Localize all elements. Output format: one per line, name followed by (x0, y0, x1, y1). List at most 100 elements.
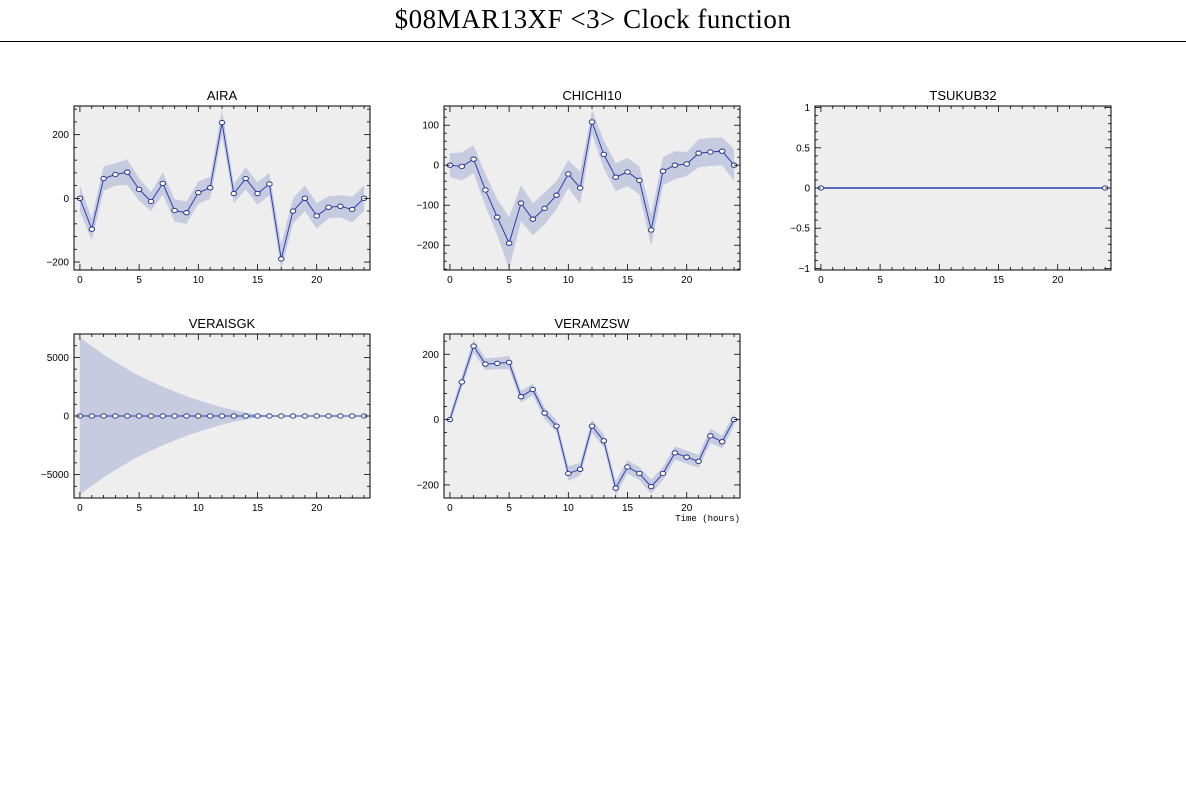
data-point (277, 413, 285, 419)
data-point (325, 413, 332, 419)
data-point (718, 148, 726, 154)
data-point (494, 214, 501, 220)
data-point (505, 359, 513, 366)
data-point (707, 433, 714, 439)
panel-title: VERAISGK (189, 316, 256, 331)
y-tick-label: 200 (52, 130, 69, 141)
data-point (576, 466, 584, 472)
data-point (183, 210, 190, 216)
data-point (112, 171, 119, 178)
y-tick-label: 200 (422, 350, 439, 361)
data-point (100, 175, 107, 182)
data-point (600, 438, 608, 444)
y-tick-label: 0.5 (796, 143, 810, 154)
x-tick-label: 5 (506, 275, 512, 286)
data-point (171, 207, 178, 214)
data-point (348, 413, 356, 419)
x-axis-label: Time (hours) (675, 514, 740, 524)
data-point (230, 190, 238, 197)
data-point (470, 156, 477, 162)
x-tick-label: 15 (252, 275, 264, 286)
y-tick-label: 0 (433, 161, 439, 172)
data-point (124, 413, 131, 419)
y-tick-label: −200 (416, 241, 439, 252)
x-tick-label: 15 (993, 275, 1005, 286)
data-point (313, 213, 320, 219)
data-point (565, 171, 572, 177)
panel-veramzsw: 0 5 10 15 20 −200 0 200 VERAMZSW Time (hours) (416, 316, 741, 524)
data-point (218, 413, 226, 419)
x-tick-label: 20 (1052, 275, 1064, 286)
data-point (337, 413, 344, 419)
data-point (659, 168, 667, 174)
y-tick-label: 100 (422, 121, 439, 132)
y-tick-label: −200 (46, 258, 69, 269)
data-point (124, 169, 131, 175)
x-tick-label: 5 (506, 503, 512, 514)
data-point (147, 198, 155, 205)
data-point (576, 185, 584, 191)
data-point (482, 187, 489, 193)
x-tick-label: 0 (447, 275, 453, 286)
data-point (624, 169, 631, 175)
data-point (647, 483, 655, 490)
x-tick-label: 0 (447, 503, 453, 514)
x-tick-label: 5 (877, 275, 883, 286)
y-tick-label: −100 (416, 201, 439, 212)
panel-chichi10: 0 5 10 15 20 −200 −100 0 100 CHICHI10 (416, 88, 741, 286)
data-point (183, 413, 190, 419)
data-point (313, 413, 320, 419)
data-point (159, 180, 167, 187)
data-point (277, 256, 285, 262)
panel-title: CHICHI10 (562, 88, 621, 103)
data-point (195, 413, 202, 419)
data-point (494, 360, 501, 367)
data-point (337, 203, 344, 209)
x-tick-label: 10 (193, 275, 205, 286)
data-point (553, 192, 560, 198)
x-tick-label: 20 (681, 503, 693, 514)
data-point (100, 413, 107, 419)
data-point (242, 413, 249, 419)
x-tick-label: 15 (622, 503, 634, 514)
data-point (218, 119, 226, 126)
data-point (206, 413, 214, 419)
x-tick-label: 0 (77, 503, 83, 514)
y-tick-label: −0.5 (790, 224, 810, 235)
data-point (659, 470, 667, 477)
data-point (206, 185, 214, 191)
data-point (470, 343, 477, 349)
data-point (230, 413, 238, 419)
data-point (541, 205, 548, 212)
data-point (254, 190, 261, 197)
data-point (348, 206, 356, 213)
y-tick-label: −1 (799, 264, 811, 275)
y-tick-label: 0 (433, 415, 439, 426)
x-tick-label: 0 (77, 275, 83, 286)
y-tick-label: 0 (63, 194, 69, 205)
panel-tsukub32: 0 5 10 15 20 −1 −0.5 0 0.5 1 TSUKUB32 (790, 88, 1112, 286)
data-point (195, 189, 202, 196)
data-point (135, 413, 143, 419)
panel-title: VERAMZSW (554, 316, 630, 331)
x-tick-label: 15 (252, 503, 264, 514)
panel-aira: 0 5 10 15 20 −200 0 200 AIRA (46, 88, 371, 286)
x-tick-label: 10 (563, 275, 575, 286)
data-point (718, 439, 726, 445)
data-point (612, 174, 619, 180)
data-point (588, 423, 596, 429)
data-point (683, 454, 690, 460)
x-tick-label: 20 (311, 275, 323, 286)
y-tick-label: 0 (63, 412, 69, 423)
data-point (482, 361, 489, 367)
data-point (636, 177, 643, 184)
data-point (565, 470, 572, 477)
x-tick-label: 10 (563, 503, 575, 514)
data-point (505, 240, 513, 246)
data-point (159, 413, 167, 419)
data-point (707, 149, 714, 155)
data-point (254, 413, 261, 419)
error-band (449, 339, 735, 496)
y-tick-label: 0 (804, 184, 810, 195)
data-point (541, 410, 548, 416)
